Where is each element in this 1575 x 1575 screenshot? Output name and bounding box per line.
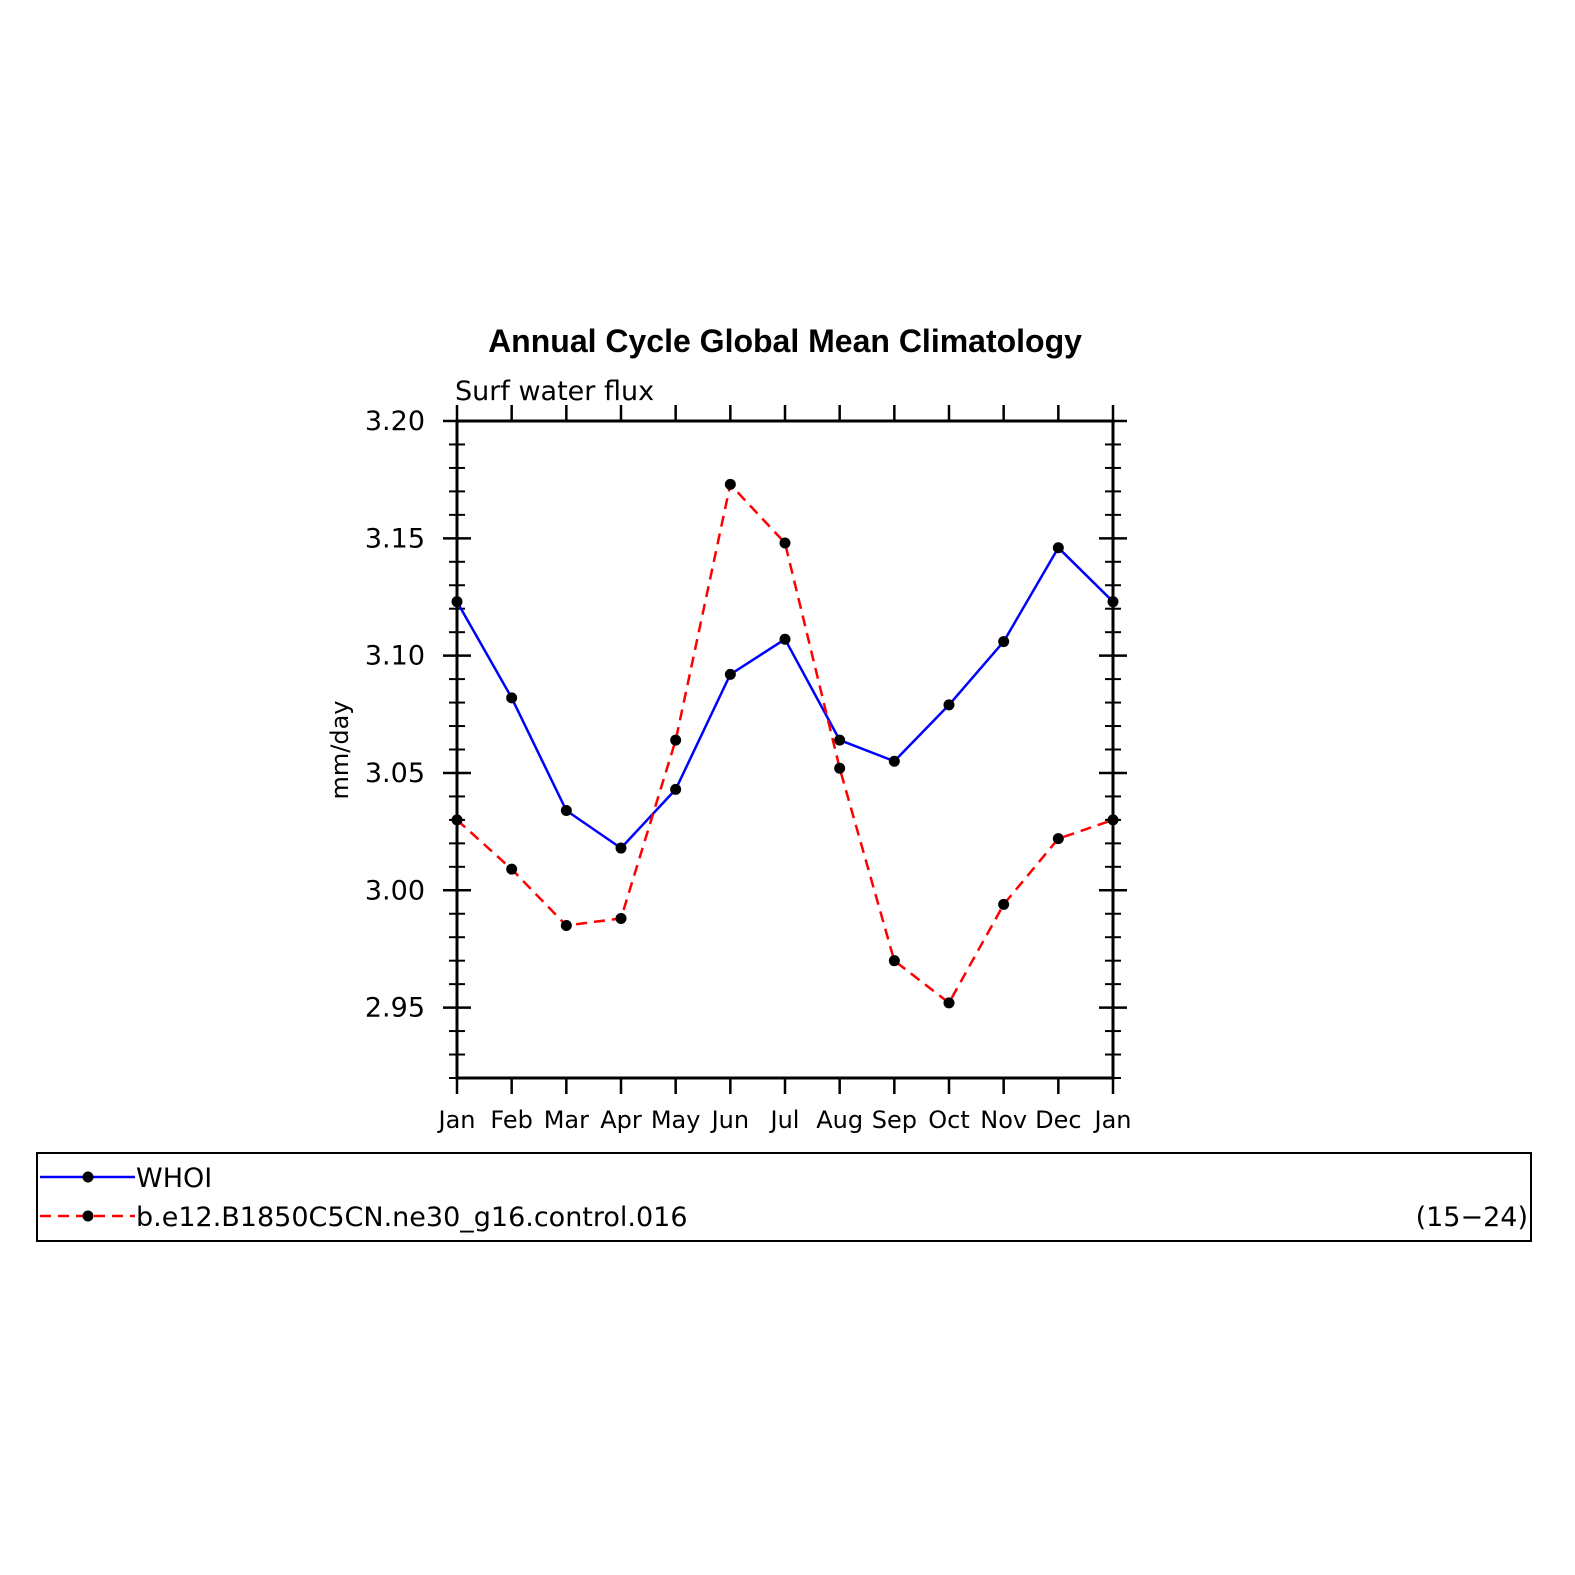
data-point-s0-7 (834, 734, 846, 746)
y-tick-label: 3.15 (365, 523, 425, 554)
data-point-s0-4 (670, 783, 682, 795)
series-layer (451, 478, 1119, 1009)
data-point-s0-0 (451, 596, 463, 608)
data-point-s0-12 (1107, 596, 1119, 608)
data-point-s0-9 (943, 699, 955, 711)
data-point-s1-3 (615, 912, 627, 924)
x-tick-label: May (651, 1106, 701, 1134)
legend-box (36, 1152, 1532, 1242)
data-point-s0-6 (779, 633, 791, 645)
plot-frame (455, 419, 1115, 1080)
series-line-0 (455, 546, 1114, 850)
data-point-s1-1 (506, 863, 518, 875)
data-point-s1-2 (560, 919, 572, 931)
legend-label-whoi: WHOI (136, 1163, 212, 1194)
data-point-s0-11 (1052, 542, 1064, 554)
data-point-s1-11 (1052, 833, 1064, 845)
y-tick-label: 3.10 (365, 641, 425, 672)
x-tick-label: Dec (1035, 1106, 1081, 1134)
data-point-s1-9 (943, 997, 955, 1009)
legend-label-model: b.e12.B1850C5CN.ne30_g16.control.016 (136, 1202, 688, 1233)
chart-subtitle: Surf water flux (455, 376, 654, 407)
x-tick-label: Nov (980, 1106, 1027, 1134)
data-point-s0-10 (998, 636, 1010, 648)
y-tick-label: 3.20 (365, 406, 425, 437)
chart-title: Annual Cycle Global Mean Climatology (488, 323, 1082, 359)
x-tick-label: Jun (710, 1106, 750, 1134)
data-point-s0-3 (615, 842, 627, 854)
data-point-s1-12 (1107, 814, 1119, 826)
legend-marker-model (82, 1210, 94, 1222)
axis-ticks (443, 405, 1127, 1094)
data-point-s0-2 (560, 805, 572, 817)
x-tick-label: Jan (1093, 1106, 1132, 1134)
data-point-s1-7 (834, 762, 846, 774)
series-line-1 (456, 483, 1114, 1005)
y-axis-label: mm/day (326, 701, 354, 800)
x-tick-label: Jan (437, 1106, 476, 1134)
x-tick-label: Jul (769, 1106, 800, 1134)
y-tick-label: 3.00 (365, 875, 425, 906)
data-point-s1-6 (779, 537, 791, 549)
x-tick-label: Mar (544, 1106, 589, 1134)
x-tick-label: Oct (928, 1106, 970, 1134)
data-point-s1-0 (451, 814, 463, 826)
y-tick-label: 2.95 (365, 993, 425, 1024)
data-point-s1-8 (888, 955, 900, 967)
x-tick-label: Apr (600, 1106, 642, 1134)
data-point-s1-5 (724, 478, 736, 490)
x-tick-label: Feb (490, 1106, 533, 1134)
y-tick-labels: 3.20 3.15 3.10 3.05 3.00 2.95 (365, 406, 425, 1024)
legend-entry-model: b.e12.B1850C5CN.ne30_g16.control.016 (15… (40, 1202, 1528, 1233)
x-tick-label: Aug (816, 1106, 863, 1134)
x-tick-labels: Jan Feb Mar Apr May Jun Jul Aug Sep Oct Nov Dec Jan (437, 1106, 1132, 1134)
legend-marker-whoi (82, 1171, 94, 1183)
data-point-s0-8 (888, 755, 900, 767)
data-point-s0-5 (724, 668, 736, 680)
data-point-s1-10 (998, 898, 1010, 910)
y-tick-label: 3.05 (365, 758, 425, 789)
data-point-s0-1 (506, 692, 518, 704)
legend-entry-whoi: WHOI (40, 1163, 212, 1194)
legend-years: (15−24) (1416, 1202, 1528, 1233)
x-tick-label: Sep (872, 1106, 917, 1134)
data-point-s1-4 (670, 734, 682, 746)
